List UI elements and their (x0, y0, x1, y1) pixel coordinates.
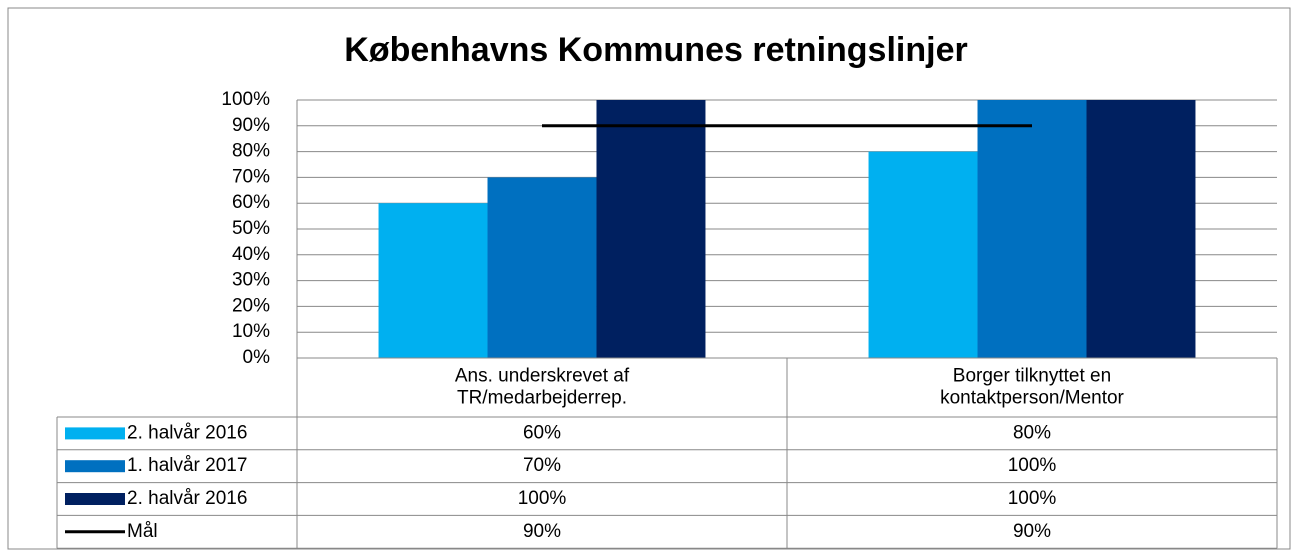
y-tick-label: 0% (243, 347, 271, 368)
chart-title: Københavns Kommunes retningslinjer (344, 31, 967, 69)
legend-label: 1. halvår 2017 (127, 455, 247, 476)
y-tick-label: 70% (232, 166, 270, 187)
table-value: 100% (1008, 455, 1057, 476)
legend-label: Mål (127, 521, 158, 542)
bar (487, 177, 597, 358)
y-tick-label: 10% (232, 321, 270, 342)
table-value: 90% (523, 521, 561, 542)
bar (868, 151, 978, 358)
table-value: 100% (518, 488, 567, 509)
y-tick-label: 40% (232, 244, 270, 265)
bar (378, 203, 488, 358)
bar (1086, 100, 1196, 358)
legend-key (65, 493, 125, 505)
table-value: 80% (1013, 422, 1051, 443)
y-tick-label: 50% (232, 218, 270, 239)
y-tick-label: 30% (232, 270, 270, 291)
table-value: 70% (523, 455, 561, 476)
legend-label: 2. halvår 2016 (127, 422, 247, 443)
y-tick-label: 80% (232, 141, 270, 162)
table-value: 90% (1013, 521, 1051, 542)
table-value: 100% (1008, 488, 1057, 509)
x-tick-label: Borger tilknyttet en kontaktperson/Mentor (940, 366, 1124, 409)
legend-label: 2. halvår 2016 (127, 488, 247, 509)
table-value: 60% (523, 422, 561, 443)
bar (977, 100, 1087, 358)
x-tick-label: Ans. underskrevet af TR/medarbejderrep. (455, 366, 630, 409)
legend-key (65, 427, 125, 440)
y-tick-label: 20% (232, 295, 270, 316)
bar (596, 100, 706, 358)
y-tick-label: 60% (232, 192, 270, 213)
y-tick-label: 90% (232, 115, 270, 136)
y-tick-label: 100% (221, 89, 270, 110)
legend-key (65, 460, 125, 473)
